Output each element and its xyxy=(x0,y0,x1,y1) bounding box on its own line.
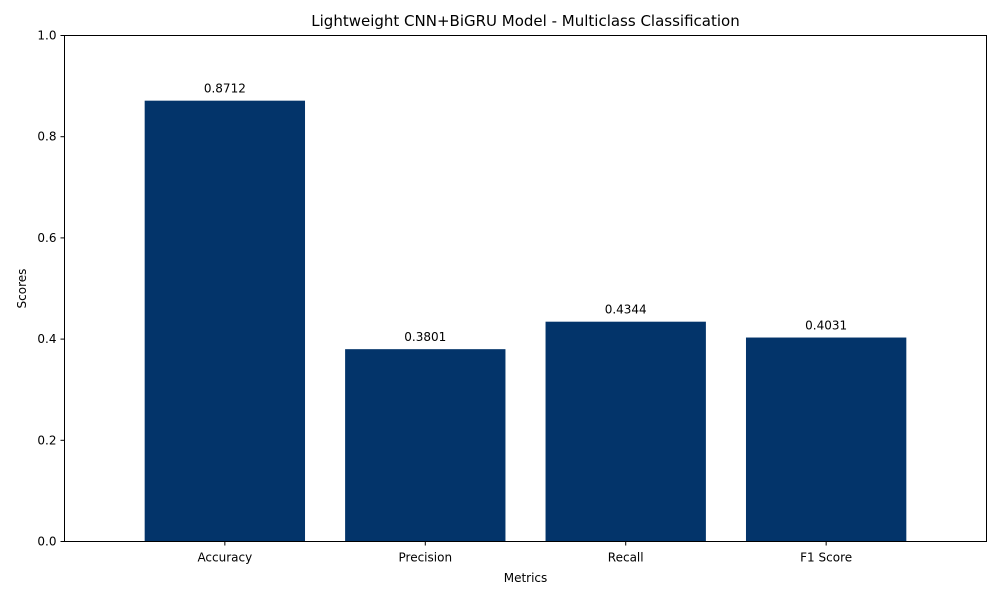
data-label: 0.8712 xyxy=(204,82,246,96)
x-axis-label: Metrics xyxy=(504,571,548,585)
bar-f1-score xyxy=(745,337,907,542)
y-tick-label: 0.8 xyxy=(37,130,56,144)
y-tick-label: 0.2 xyxy=(37,433,56,447)
y-tick-label: 1.0 xyxy=(37,29,56,43)
x-tick-label: Recall xyxy=(608,551,644,565)
y-tick-label: 0.0 xyxy=(37,535,56,549)
y-axis-ticks: 0.0 0.2 0.4 0.6 0.8 1.0 xyxy=(37,29,65,549)
x-tick-label: Accuracy xyxy=(197,551,252,565)
y-tick-label: 0.4 xyxy=(37,332,56,346)
data-label: 0.3801 xyxy=(404,330,446,344)
bars-layer xyxy=(144,100,907,542)
y-axis-label: Scores xyxy=(15,269,29,309)
bar-recall xyxy=(545,321,706,542)
data-label: 0.4031 xyxy=(805,319,847,333)
y-tick-label: 0.6 xyxy=(37,231,56,245)
x-axis-ticks: Accuracy Precision Recall F1 Score xyxy=(197,541,852,565)
chart-title: Lightweight CNN+BiGRU Model - Multiclass… xyxy=(311,12,739,30)
bar-accuracy xyxy=(144,100,306,542)
data-labels-layer: 0.8712 0.3801 0.4344 0.4031 xyxy=(204,82,847,344)
plot-frame xyxy=(64,35,987,542)
data-label: 0.4344 xyxy=(605,303,647,317)
x-tick-label: F1 Score xyxy=(800,551,852,565)
x-tick-label: Precision xyxy=(399,551,453,565)
bar-precision xyxy=(345,349,506,542)
